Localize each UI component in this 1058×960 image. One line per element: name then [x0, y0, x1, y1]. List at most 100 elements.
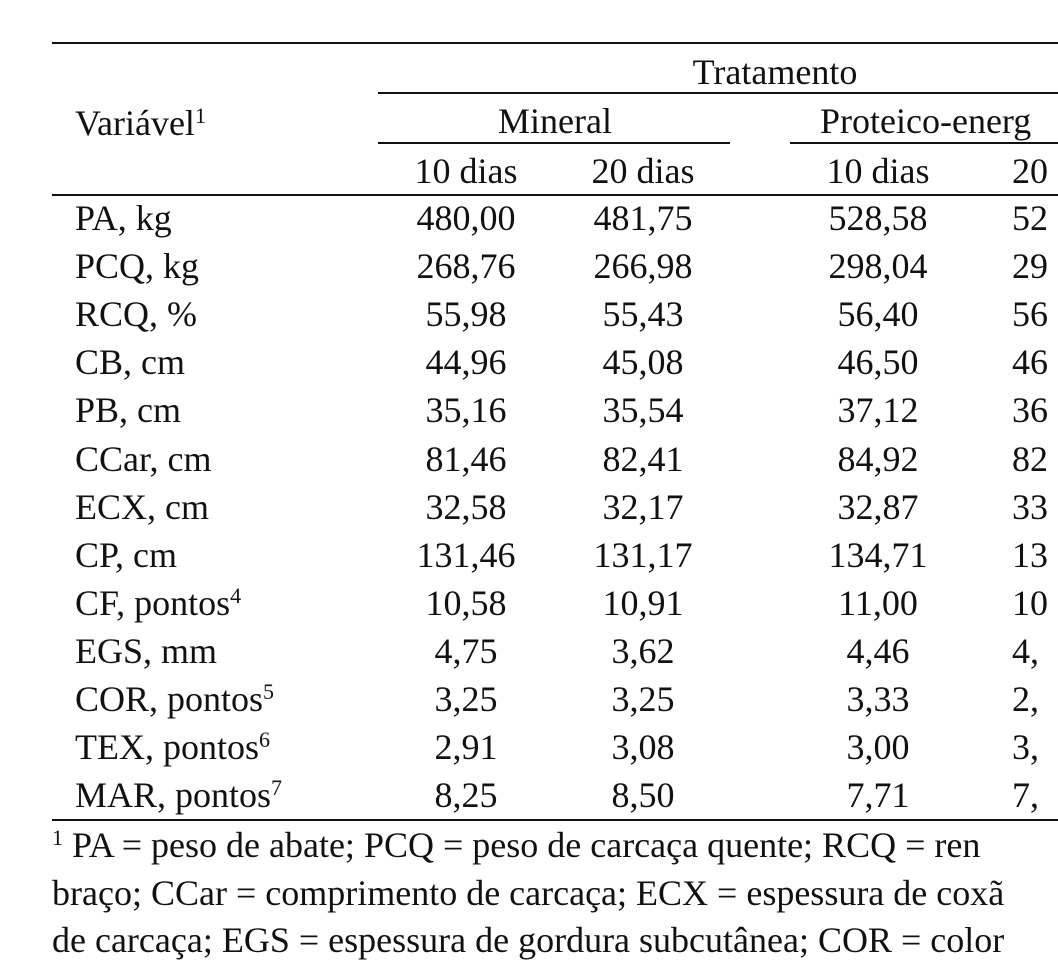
row-label: PCQ, kg — [75, 246, 199, 286]
footnote: braço; CCar = comprimento de carcaça; EC… — [52, 873, 1004, 913]
cell: 52 — [1012, 198, 1048, 238]
row-label: CF, pontos4 — [75, 583, 241, 623]
proteico-rule — [790, 142, 1058, 144]
cell: 3,25 — [434, 679, 498, 719]
label-text: PCQ, kg — [75, 246, 200, 287]
cell: 134,71 — [828, 534, 928, 575]
group-name: Mineral — [498, 101, 612, 141]
variable-label: Variável1 — [75, 103, 206, 143]
cell: 8,50 — [611, 775, 675, 816]
footnote: 1 PA = peso de abate; PCQ = peso de carc… — [52, 825, 980, 865]
footnote-text: braço; CCar = comprimento de carcaça; EC… — [52, 872, 1005, 913]
row-label: ECX, cm — [75, 487, 209, 527]
cell: 2, — [1012, 679, 1039, 719]
cell: 10 — [1012, 582, 1048, 623]
footnote: de carcaça; EGS = espessura de gordura s… — [52, 920, 1004, 960]
label-text: CB, cm — [75, 342, 186, 383]
subcolumn: 10 dias — [414, 151, 518, 191]
cell: 32,58 — [425, 486, 507, 527]
cell: 3,25 — [611, 679, 675, 719]
cell: 35,54 — [602, 390, 684, 431]
cell: 4,75 — [434, 630, 498, 671]
cell: 46 — [1012, 342, 1048, 383]
cell: 84,92 — [837, 438, 919, 479]
label-text: CP, cm — [75, 534, 178, 575]
label-text: COR, pontos — [75, 679, 264, 719]
cell: 131,17 — [593, 534, 693, 575]
label-text: ECX, cm — [75, 486, 209, 527]
top-rule — [52, 42, 1058, 44]
sup: 6 — [259, 727, 270, 753]
group-rule — [378, 92, 1058, 94]
cell: 33 — [1012, 486, 1048, 527]
row-label: TEX, pontos6 — [75, 727, 270, 767]
footnote-text: PA = peso de abate; PCQ = peso de carcaç… — [72, 825, 981, 865]
variable-text: Variável — [75, 103, 195, 143]
cell: 11,00 — [838, 582, 918, 623]
cell: 3,00 — [846, 727, 910, 768]
cell: 4,46 — [846, 630, 910, 671]
sup: 1 — [52, 825, 63, 850]
cell: 55,43 — [602, 294, 684, 335]
cell: 36 — [1012, 390, 1048, 431]
sup: 7 — [271, 775, 283, 801]
row-label: CCar, cm — [75, 439, 212, 479]
cell: 7,71 — [846, 775, 910, 816]
cell: 45,08 — [602, 342, 684, 383]
cell: 13 — [1012, 534, 1048, 575]
cell: 528,58 — [828, 198, 928, 238]
cell: 4, — [1012, 630, 1039, 671]
subcolumn: 20 — [1012, 151, 1048, 191]
row-label: PB, cm — [75, 390, 181, 430]
row-label: EGS, mm — [75, 631, 217, 671]
subcolumn: 20 dias — [591, 151, 695, 191]
label-text: PA, kg — [75, 198, 172, 238]
cell: 131,46 — [416, 534, 516, 575]
sup: 4 — [230, 582, 242, 608]
row-label: RCQ, % — [75, 294, 197, 334]
cell: 32,17 — [602, 486, 684, 527]
label-text: EGS, mm — [75, 630, 218, 671]
row-label: COR, pontos5 — [75, 679, 274, 719]
label-text: TEX, pontos — [75, 727, 259, 768]
subcolumn: 10 dias — [826, 151, 930, 191]
label-text: PB, cm — [75, 390, 182, 431]
cell: 8,25 — [434, 775, 498, 816]
mineral-rule — [378, 142, 730, 144]
cell: 55,98 — [425, 294, 507, 335]
title: Tratamento — [692, 52, 858, 92]
cell: 480,00 — [416, 198, 516, 238]
footnote-text: de carcaça; EGS = espessura de gordura s… — [52, 920, 1005, 960]
cell: 81,46 — [425, 438, 507, 479]
label-text: CCar, cm — [75, 438, 212, 479]
cell: 44,96 — [425, 342, 507, 383]
row-label: PA, kg — [75, 198, 172, 238]
sup: 1 — [194, 103, 206, 128]
cell: 82,41 — [602, 438, 684, 479]
label-text: RCQ, % — [75, 294, 198, 335]
cell: 10,58 — [425, 582, 507, 623]
bottom-rule — [52, 819, 1058, 821]
cell: 7, — [1012, 775, 1039, 816]
header-rule — [52, 194, 1058, 196]
cell: 3,08 — [611, 727, 675, 768]
label-text: MAR, pontos — [75, 775, 272, 816]
row-label: CB, cm — [75, 342, 185, 382]
cell: 32,87 — [837, 486, 919, 527]
cell: 37,12 — [837, 390, 919, 431]
sup: 5 — [263, 679, 275, 704]
cell: 2,91 — [434, 727, 498, 768]
cell: 266,98 — [593, 246, 693, 287]
cell: 268,76 — [416, 246, 516, 287]
cell: 46,50 — [837, 342, 919, 383]
cell: 82 — [1012, 438, 1048, 479]
cell: 56,40 — [837, 294, 919, 335]
cell: 3, — [1012, 727, 1039, 768]
cell: 10,91 — [602, 582, 684, 623]
row-label: CP, cm — [75, 535, 177, 575]
cell: 56 — [1012, 294, 1048, 335]
cell: 3,33 — [846, 679, 910, 719]
cell: 298,04 — [828, 246, 928, 287]
cell: 3,62 — [611, 630, 675, 671]
